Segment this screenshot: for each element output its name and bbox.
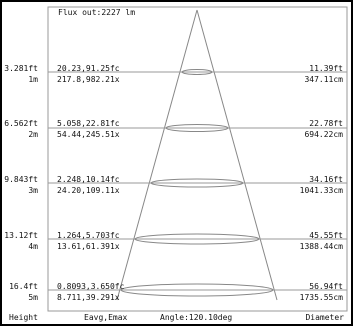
diameter-ft: 22.78ft xyxy=(309,119,343,128)
beam-ellipses xyxy=(120,69,274,297)
illuminance-lx: 24.20,109.11x xyxy=(57,186,120,195)
footer-height-label: Height xyxy=(9,313,38,322)
row-1m: 3.281ft 1m 20.23,91.25fc 217.8,982.21x 1… xyxy=(4,64,343,84)
diameter-cm: 1388.44cm xyxy=(300,242,344,251)
height-m: 4m xyxy=(28,242,38,251)
illuminance-lx: 217.8,982.21x xyxy=(57,75,120,84)
height-m: 5m xyxy=(28,293,38,302)
footer-diameter-label: Diameter xyxy=(305,313,344,322)
footer: Height Eavg,Emax Angle:120.10deg Diamete… xyxy=(9,313,344,322)
height-ft: 16.4ft xyxy=(9,282,38,291)
illuminance-fc: 0.8093,3.650fc xyxy=(57,282,125,291)
row-4m: 13.12ft 4m 1.264,5.703fc 13.61,61.391x 4… xyxy=(4,231,343,251)
height-m: 1m xyxy=(28,75,38,84)
footer-eavg-label: Eavg,Emax xyxy=(84,313,128,322)
plot-border xyxy=(47,6,348,312)
row-3m: 9.843ft 3m 2.248,10.14fc 24.20,109.11x 3… xyxy=(4,175,343,195)
beam-right-edge xyxy=(196,9,278,301)
height-ft: 9.843ft xyxy=(4,175,38,184)
illuminance-fc: 2.248,10.14fc xyxy=(57,175,120,184)
height-ft: 6.562ft xyxy=(4,119,38,128)
illuminance-lx: 8.711,39.291x xyxy=(57,293,120,302)
diameter-cm: 694.22cm xyxy=(304,130,343,139)
row-5m: 16.4ft 5m 0.8093,3.650fc 8.711,39.291x 5… xyxy=(9,282,343,302)
diameter-ft: 11.39ft xyxy=(309,64,343,73)
height-m: 2m xyxy=(28,130,38,139)
level-lines xyxy=(48,71,347,291)
diameter-ft: 56.94ft xyxy=(309,282,343,291)
diameter-cm: 347.11cm xyxy=(304,75,343,84)
beam-ellipse-3m xyxy=(150,178,244,188)
row-2m: 6.562ft 2m 5.058,22.81fc 54.44,245.51x 2… xyxy=(4,119,343,139)
flux-label: Flux out:2227 lm xyxy=(58,8,135,17)
height-ft: 3.281ft xyxy=(4,64,38,73)
illuminance-fc: 20.23,91.25fc xyxy=(57,64,120,73)
illuminance-fc: 5.058,22.81fc xyxy=(57,119,120,128)
beam-ellipse-5m xyxy=(120,283,274,297)
beam-ellipse-4m xyxy=(134,233,260,245)
beam-ellipse-2m xyxy=(165,124,229,132)
footer-angle-label: Angle:120.10deg xyxy=(160,313,232,322)
illuminance-fc: 1.264,5.703fc xyxy=(57,231,120,240)
height-ft: 13.12ft xyxy=(4,231,38,240)
illuminance-lx: 54.44,245.51x xyxy=(57,130,120,139)
diameter-ft: 45.55ft xyxy=(309,231,343,240)
diameter-cm: 1041.33cm xyxy=(300,186,344,195)
beam-ellipse-1m xyxy=(181,69,213,75)
diameter-ft: 34.16ft xyxy=(309,175,343,184)
height-m: 3m xyxy=(28,186,38,195)
beam-left-edge xyxy=(116,9,198,301)
illuminance-lx: 13.61,61.391x xyxy=(57,242,120,251)
diameter-cm: 1735.55cm xyxy=(300,293,344,302)
